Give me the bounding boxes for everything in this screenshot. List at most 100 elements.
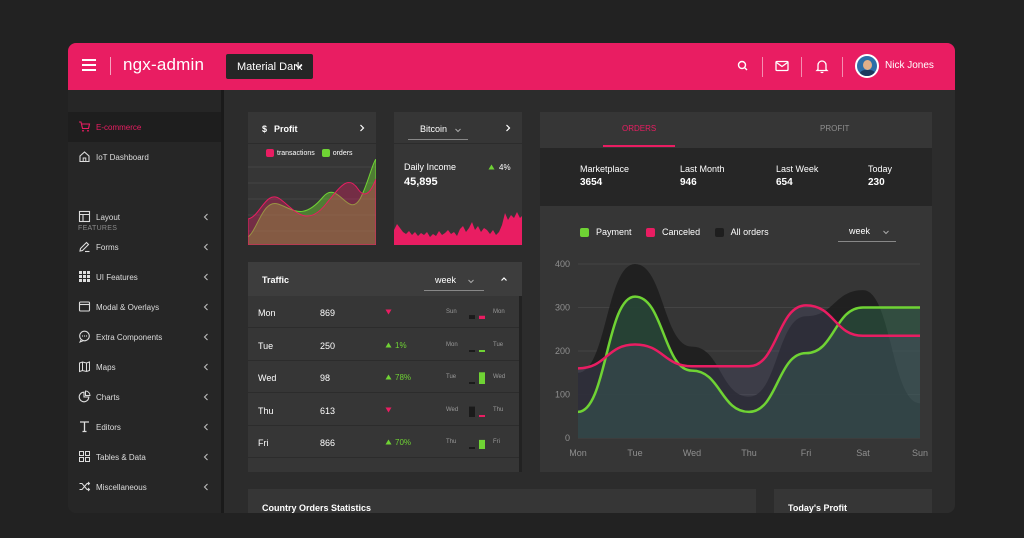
y-tick-label: 300 — [555, 303, 570, 313]
user-name[interactable]: Nick Jones — [885, 60, 934, 71]
sidebar-item-editors[interactable]: Editors — [68, 412, 224, 442]
main-content: $ Profit transactions orders Bitcoin — [224, 90, 955, 513]
todays-profit-card: Today's Profit — [774, 489, 932, 513]
chevron-left-icon — [203, 363, 208, 371]
traffic-scrollbar[interactable] — [519, 296, 522, 472]
app-window: ngx-admin Material Dark Nick Jones E-com… — [68, 43, 955, 513]
table-row: Tue 250 1% Mon Tue — [248, 329, 520, 361]
traffic-change: 70% — [395, 438, 412, 447]
y-tick-label: 200 — [555, 346, 570, 356]
chevron-right-icon[interactable] — [504, 124, 512, 132]
stat-value: 946 — [680, 177, 697, 188]
traffic-day: Thu — [258, 405, 274, 416]
header-divider — [842, 57, 843, 77]
currency-symbol: $ — [262, 124, 268, 134]
sidebar-item-charts[interactable]: Charts — [68, 382, 224, 412]
sidebar-item-label: Modal & Overlays — [96, 302, 160, 312]
tab-orders[interactable]: ORDERS — [622, 124, 657, 133]
legend-label: All orders — [730, 227, 769, 237]
x-tick-label: Sat — [856, 448, 870, 458]
arrow-down-icon — [385, 407, 392, 412]
profit-series-transactions — [248, 178, 376, 245]
sidebar-item-forms[interactable]: Forms — [68, 232, 224, 262]
grid-icon — [79, 271, 90, 282]
app-brand[interactable]: ngx-admin — [123, 55, 205, 74]
sidebar-item-ui-features[interactable]: UI Features — [68, 262, 224, 292]
legend-swatch — [266, 149, 274, 157]
arrow-up-icon — [385, 374, 392, 380]
bitcoin-series-area — [394, 212, 522, 245]
pie-chart-icon — [78, 390, 91, 403]
crypto-select[interactable]: Bitcoin — [408, 118, 468, 140]
traffic-mini-bars — [469, 315, 485, 319]
x-tick-label: Fri — [801, 448, 812, 458]
legend-label: transactions — [277, 149, 315, 157]
table-row: Wed 98 78% Tue Wed — [248, 361, 520, 393]
profit-card-title: Profit — [274, 124, 298, 134]
traffic-compare-to: Thu — [493, 406, 504, 413]
traffic-compare-to: Fri — [493, 439, 500, 445]
traffic-compare-to: Tue — [493, 341, 504, 348]
sidebar-item-tables-data[interactable]: Tables & Data — [68, 442, 224, 472]
traffic-value: 866 — [320, 438, 336, 448]
sidebar-item-extra-components[interactable]: Extra Components — [68, 322, 224, 352]
chevron-down-icon — [455, 128, 461, 133]
traffic-list: Mon 869 Sun Mon Tue 250 1% Mon Tue Wed 98 78% Tue Wed… — [248, 296, 520, 472]
sidebar-scrollbar[interactable] — [221, 90, 224, 513]
search-icon[interactable] — [734, 57, 752, 75]
bitcoin-chart — [394, 212, 522, 245]
sidebar-item-iot-dashboard[interactable]: IoT Dashboard — [68, 142, 224, 172]
mail-icon[interactable] — [773, 57, 791, 75]
todays-profit-title: Today's Profit — [788, 503, 847, 513]
orders-card: ORDERS PROFIT Marketplace 3654 Last Mont… — [540, 112, 932, 472]
crypto-select-value: Bitcoin — [420, 124, 448, 134]
series-line-canceled — [577, 304, 921, 370]
y-tick-label: 100 — [555, 390, 570, 400]
traffic-compare-from: Thu — [446, 439, 457, 445]
traffic-mini-bars — [469, 372, 485, 384]
sidebar-item-label: Layout — [96, 212, 121, 222]
traffic-card-title: Traffic — [262, 275, 290, 285]
sidebar-item-label: Tables & Data — [96, 452, 146, 462]
sidebar-item-miscellaneous[interactable]: Miscellaneous — [68, 472, 224, 502]
traffic-change: 78% — [395, 373, 412, 382]
traffic-day: Tue — [258, 340, 274, 351]
sidebar-item-e-commerce[interactable]: E-commerce — [68, 112, 224, 142]
orders-period-value: week — [849, 226, 871, 236]
y-tick-label: 400 — [555, 259, 570, 269]
x-tick-label: Wed — [683, 448, 701, 458]
stat-label: Today — [868, 164, 893, 174]
chevron-up-icon[interactable] — [500, 275, 508, 283]
profit-series-orders — [248, 159, 376, 245]
daily-income-value: 45,895 — [404, 176, 438, 188]
sidebar-item-maps[interactable]: Maps — [68, 352, 224, 382]
theme-select[interactable]: Material Dark — [226, 54, 313, 79]
bell-icon[interactable] — [813, 57, 831, 75]
legend-label: Canceled — [662, 227, 701, 237]
tab-profit[interactable]: PROFIT — [820, 124, 850, 133]
orders-legend: Payment Canceled All orders — [580, 227, 769, 238]
daily-income-label: Daily Income — [404, 162, 457, 172]
chevron-down-icon — [295, 64, 303, 69]
layout-icon — [78, 210, 91, 223]
sidebar-section-label: FEATURES — [78, 225, 118, 232]
country-orders-card: Country Orders Statistics — [248, 489, 756, 513]
sidebar-item-layout[interactable]: Layout — [68, 202, 224, 232]
orders-tabs: ORDERS PROFIT — [540, 112, 932, 148]
orders-period-select[interactable]: week — [838, 220, 896, 242]
traffic-value: 250 — [320, 340, 336, 351]
traffic-value: 98 — [320, 373, 331, 383]
stat-label: Marketplace — [580, 164, 630, 174]
menu-icon[interactable] — [82, 59, 96, 71]
traffic-day: Wed — [258, 373, 277, 383]
stat-value: 230 — [868, 177, 885, 188]
chevron-left-icon — [203, 303, 208, 311]
sidebar-item-modal-overlays[interactable]: Modal & Overlays — [68, 292, 224, 322]
orders-summary: Marketplace 3654 Last Month 946 Last Wee… — [540, 148, 932, 206]
arrow-up-icon — [385, 342, 392, 347]
avatar[interactable] — [855, 54, 879, 78]
sidebar-item-label: E-commerce — [96, 122, 142, 132]
traffic-period-select[interactable]: week — [424, 269, 484, 291]
traffic-compare-to: Mon — [493, 309, 505, 315]
chevron-right-icon[interactable] — [358, 124, 366, 132]
